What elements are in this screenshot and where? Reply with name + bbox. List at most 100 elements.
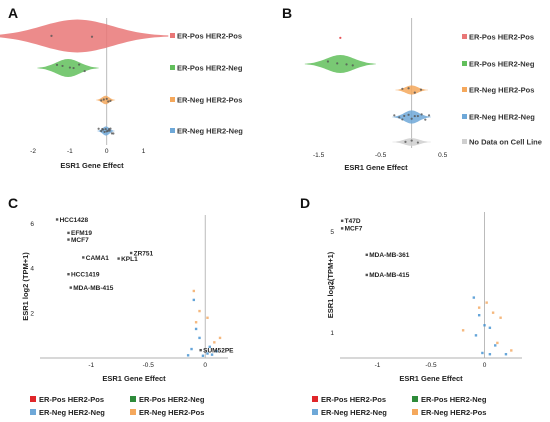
x-tick-label: -1 bbox=[67, 148, 73, 155]
y-tick-label: 2 bbox=[30, 310, 34, 317]
x-axis-title: ESR1 Gene Effect bbox=[60, 161, 124, 170]
data-point bbox=[192, 289, 196, 293]
data-point bbox=[201, 354, 205, 357]
group-swatch bbox=[462, 139, 467, 144]
data-point bbox=[410, 139, 413, 142]
data-point bbox=[97, 127, 100, 130]
data-point bbox=[485, 301, 488, 304]
data-point bbox=[108, 129, 111, 132]
data-point bbox=[107, 100, 110, 103]
labeled-point bbox=[67, 238, 70, 241]
group-label: ER-Neg HER2-Neg bbox=[469, 113, 535, 122]
legend-swatch bbox=[30, 409, 36, 415]
data-point bbox=[103, 130, 106, 134]
data-point bbox=[345, 63, 348, 66]
x-axis-title: ESR1 Gene Effect bbox=[102, 374, 166, 383]
data-point bbox=[477, 314, 481, 317]
x-tick-label: -0.5 bbox=[375, 152, 387, 159]
x-tick-label: -1 bbox=[88, 362, 94, 369]
group-swatch bbox=[462, 61, 467, 66]
data-point bbox=[416, 114, 419, 118]
x-axis-title: ESR1 Gene Effect bbox=[344, 163, 408, 172]
data-point bbox=[194, 321, 198, 324]
data-point bbox=[416, 141, 419, 144]
cell-line-label: HCC1419 bbox=[71, 272, 100, 279]
legend-swatch bbox=[412, 409, 418, 415]
data-point bbox=[461, 329, 465, 332]
labeled-point bbox=[129, 251, 133, 255]
group-swatch bbox=[170, 33, 175, 38]
group-swatch bbox=[462, 114, 467, 119]
data-point bbox=[112, 132, 115, 135]
cell-line-label: KPL1 bbox=[121, 256, 138, 263]
labeled-point bbox=[340, 219, 344, 223]
data-point bbox=[109, 127, 112, 130]
data-point bbox=[50, 34, 53, 37]
labeled-point bbox=[199, 348, 202, 352]
x-tick-label: -1.5 bbox=[313, 152, 325, 159]
violin-er-neg-her2-neg bbox=[392, 110, 431, 124]
data-point bbox=[496, 341, 499, 345]
group-label: ER-Pos HER2-Neg bbox=[177, 64, 243, 73]
data-point bbox=[404, 140, 407, 143]
data-point bbox=[72, 66, 75, 70]
data-point bbox=[55, 63, 59, 66]
x-tick-label: -1 bbox=[375, 362, 381, 369]
data-point bbox=[109, 99, 112, 102]
legend-swatch bbox=[30, 396, 36, 402]
data-point bbox=[510, 349, 513, 352]
group-swatch bbox=[462, 34, 467, 39]
data-point bbox=[198, 336, 201, 340]
data-point bbox=[102, 98, 105, 101]
data-point bbox=[215, 350, 218, 353]
data-point bbox=[419, 88, 423, 91]
y-axis-title: ESR1 log2(TPM+1) bbox=[326, 251, 335, 318]
data-point bbox=[499, 316, 502, 319]
legend-label: ER-Pos HER2-Pos bbox=[321, 395, 386, 404]
cell-line-label: SUM52PE bbox=[203, 347, 234, 354]
legend-swatch bbox=[130, 396, 136, 402]
legend-swatch bbox=[312, 409, 318, 415]
cell-line-label: MCF7 bbox=[71, 237, 89, 244]
data-point bbox=[210, 353, 214, 356]
data-point bbox=[208, 345, 211, 349]
data-point bbox=[427, 114, 431, 117]
data-point bbox=[206, 316, 209, 319]
data-point bbox=[424, 118, 427, 121]
group-swatch bbox=[170, 128, 175, 133]
data-point bbox=[61, 64, 64, 68]
labeled-point bbox=[67, 273, 70, 276]
panel-c: C -1 -0.5 0 2 4 6 ESR1 Gene Effect ESR1 log2 (TP… bbox=[8, 195, 234, 383]
cell-line-label: MCF7 bbox=[345, 226, 363, 233]
data-point bbox=[393, 114, 396, 117]
legend-c: ER-Pos HER2-Pos ER-Pos HER2-Neg ER-Neg HER… bbox=[30, 395, 205, 417]
data-point bbox=[403, 114, 406, 118]
cell-line-label: MDA-MB-415 bbox=[369, 272, 409, 279]
violin-no-data-on-cell-line bbox=[392, 138, 431, 146]
data-point bbox=[186, 354, 190, 357]
x-tick-label: 0 bbox=[483, 362, 487, 369]
violin-er-pos-her2-neg bbox=[304, 55, 376, 73]
legend-swatch bbox=[130, 409, 136, 415]
legend-label: ER-Pos HER2-Neg bbox=[139, 395, 205, 404]
legend-label: ER-Neg HER2-Pos bbox=[139, 408, 204, 417]
panel-letter-b: B bbox=[282, 5, 292, 21]
data-point bbox=[326, 60, 330, 63]
violin-er-neg-her2-pos bbox=[96, 95, 116, 105]
panel-letter-d: D bbox=[300, 195, 310, 211]
legend-label: ER-Neg HER2-Neg bbox=[321, 408, 387, 417]
legend-label: ER-Neg HER2-Pos bbox=[421, 408, 486, 417]
labeled-point bbox=[82, 256, 85, 259]
panel-d: D -1 -0.5 0 1 3 5 ESR1 Gene Effect ESR1 log2(TPM… bbox=[300, 195, 522, 383]
cell-line-label: CAMA1 bbox=[86, 255, 109, 262]
cell-line-label: HCC1428 bbox=[60, 217, 89, 224]
group-label: ER-Neg HER2-Pos bbox=[469, 86, 534, 95]
labeled-point bbox=[67, 231, 70, 235]
violin-er-pos-her2-pos bbox=[0, 19, 169, 53]
data-point bbox=[420, 113, 423, 116]
panel-a: A -2 -1 0 1 ESR1 Gene Effect ER-Pos HER2-Pos ER… bbox=[0, 5, 243, 170]
data-point bbox=[213, 341, 216, 344]
group-label: ER-Pos HER2-Pos bbox=[469, 33, 534, 42]
data-point bbox=[488, 353, 492, 356]
data-point bbox=[483, 324, 486, 327]
